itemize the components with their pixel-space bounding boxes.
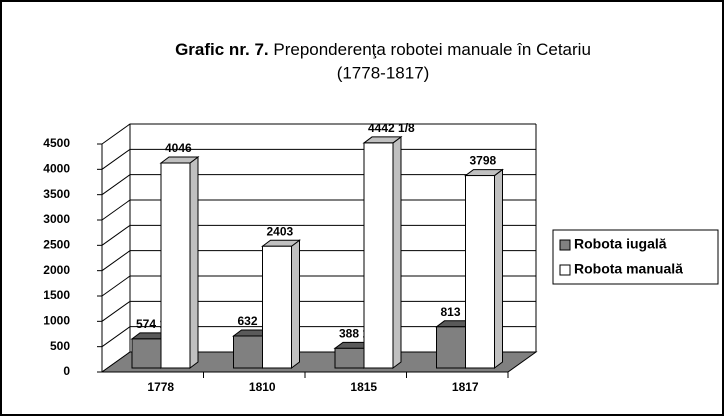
value-label: 4442 1/8 [368,121,415,135]
bar-front [233,335,263,369]
chart-title: Grafic nr. 7. Preponderenţa robotei manu… [175,40,591,59]
bar-side [189,156,199,369]
legend-box [552,229,719,285]
value-label: 3798 [470,154,497,168]
grid-line [101,123,536,145]
value-label: 2403 [267,224,294,238]
y-tick-label: 1500 [43,288,70,302]
value-label: 813 [441,305,461,319]
bar-side [392,135,402,369]
chart-subtitle: (1778-1817) [337,63,430,82]
y-tick-label: 3500 [43,187,70,201]
title-main: Preponderenţa robotei manuale în Cetariu [273,40,591,59]
bar-front [131,338,162,369]
bar [261,239,301,369]
legend-label: Robota iugală [574,236,667,252]
y-tick-label: 4500 [43,136,70,150]
legend-label: Robota manuală [574,261,683,277]
y-tick-label: 1000 [43,314,70,328]
bar-front [160,162,191,369]
bar-front [334,347,365,369]
y-tick-label: 2500 [43,238,70,252]
bar-side [494,168,503,369]
bar-front [436,326,466,369]
bar-side [291,239,300,369]
x-tick-label: 1778 [147,380,174,394]
title-bold: Grafic nr. 7. [175,40,269,59]
y-tick-label: 2000 [43,263,70,277]
x-tick-label: 1817 [452,380,479,394]
y-tick-label: 500 [50,339,70,353]
x-tick-label: 1810 [249,380,276,394]
bar [362,135,403,369]
value-label: 632 [238,314,258,328]
bar-front [363,142,394,369]
bar [159,156,200,369]
legend-swatch [559,264,571,276]
bar-front [262,245,292,369]
value-label: 4046 [165,141,192,155]
bar-front [465,175,495,369]
x-tick-label: 1815 [350,380,377,394]
y-tick-label: 4000 [43,162,70,176]
y-tick-label: 0 [63,364,70,378]
y-tick-label: 3000 [43,212,70,226]
legend-swatch [559,239,571,251]
bar [464,168,504,369]
